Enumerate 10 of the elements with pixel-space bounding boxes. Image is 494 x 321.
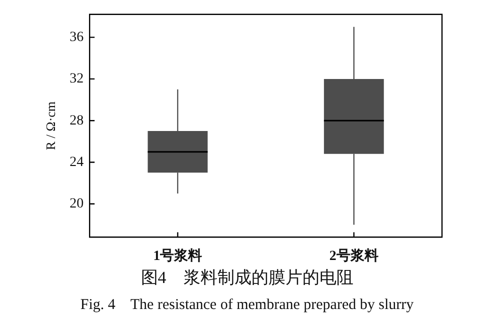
text: 图4 浆料制成的膜片的电阻 [140, 267, 354, 289]
x-tick-label: 2号浆料 [329, 248, 378, 264]
y-tick-label: 28 [70, 113, 84, 128]
y-tick-label: 20 [70, 196, 84, 212]
y-tick-label: 32 [70, 72, 84, 87]
y-tick-label: 36 [70, 30, 84, 45]
y-axis-title: R / Ω·cm [43, 101, 58, 150]
y-tick-label: 24 [70, 154, 84, 170]
x-tick-label: 1号浆料 [153, 248, 202, 264]
text: Fig. 4 The resistance of membrane prepared by slurry [79, 296, 415, 314]
